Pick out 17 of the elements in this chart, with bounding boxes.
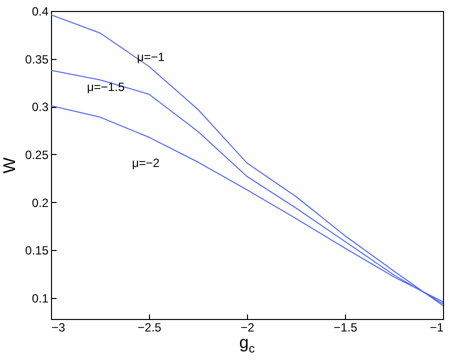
x-axis-title: g$_{c}$ [238, 333, 256, 356]
y-axis-title: W [0, 157, 20, 174]
y-tick-label: 0.35 [25, 52, 49, 66]
y-tick-label: 0.1 [32, 291, 49, 306]
x-tick-label: −2 [240, 320, 255, 334]
series-label: μ=−1.5 [87, 80, 125, 94]
y-tick-label: 0.2 [32, 196, 49, 210]
y-tick-label: 0.4 [32, 4, 49, 18]
x-tick-label: −3 [52, 320, 66, 334]
series-label: μ=−2 [132, 156, 160, 170]
x-tick-label: −1.5 [334, 320, 358, 334]
x-tick-label: −2.5 [138, 320, 162, 334]
y-tick-label: 0.15 [25, 244, 49, 258]
y-tick-label: 0.25 [25, 148, 49, 162]
y-tick-label: 0.3 [32, 100, 49, 114]
series-label: μ=−1 [137, 50, 165, 64]
x-tick-label: −1 [430, 320, 444, 334]
